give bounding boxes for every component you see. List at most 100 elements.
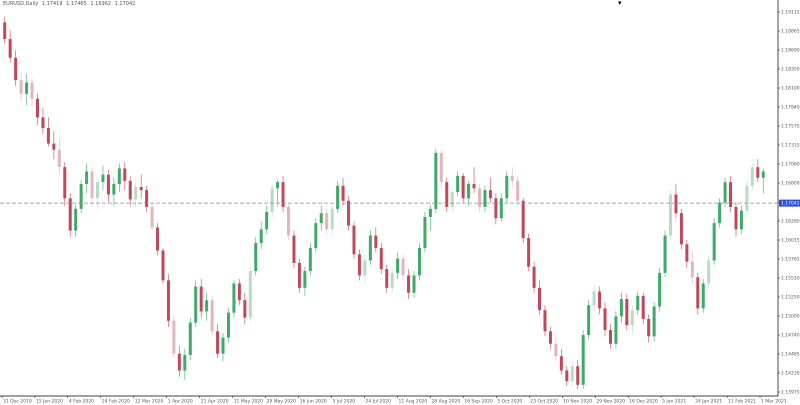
- candle: [598, 286, 602, 315]
- candle: [19, 72, 23, 102]
- candle-body: [663, 235, 667, 273]
- candle-body: [194, 286, 198, 323]
- candle-body: [532, 266, 536, 288]
- candle: [325, 208, 329, 234]
- candle-body: [696, 277, 700, 309]
- candle-body: [729, 182, 733, 207]
- candle-body: [707, 260, 711, 284]
- candle: [690, 252, 694, 284]
- y-tick-label: 1.15250: [781, 295, 800, 301]
- x-tick-label: 28 Aug 2020: [431, 399, 460, 405]
- candle: [330, 205, 334, 234]
- candle: [281, 175, 285, 212]
- candle: [183, 348, 187, 380]
- candle-body: [543, 310, 547, 332]
- candle-body: [319, 213, 323, 224]
- candle-body: [483, 190, 487, 207]
- candle: [390, 267, 394, 293]
- candle: [548, 326, 552, 349]
- candle: [505, 171, 509, 203]
- candle-body: [19, 80, 23, 94]
- candle-body: [445, 182, 449, 207]
- candle-body: [297, 262, 301, 288]
- candle-body: [188, 322, 192, 355]
- x-tick-label: 11 Feb 2021: [728, 399, 756, 405]
- candle: [303, 266, 307, 296]
- candle-body: [718, 202, 722, 224]
- x-tick-label: 16 Jun 2020: [300, 399, 327, 405]
- x-tick-label: 21 Apr 2020: [201, 399, 229, 405]
- candle: [543, 305, 547, 337]
- candle-body: [205, 300, 209, 312]
- candle: [336, 180, 340, 214]
- shift-marker-icon[interactable]: ▾: [618, 0, 622, 7]
- candle: [63, 162, 67, 206]
- candle: [128, 175, 132, 206]
- low-value: 1.16962: [90, 1, 112, 7]
- candle: [232, 280, 236, 318]
- candle: [679, 208, 683, 250]
- candle-body: [52, 143, 56, 150]
- candle: [729, 175, 733, 212]
- candle-body: [139, 187, 143, 191]
- y-tick-label: 1.14485: [781, 352, 800, 358]
- candle: [270, 183, 274, 217]
- candle-body: [608, 330, 612, 344]
- candle: [565, 366, 569, 387]
- candle: [581, 330, 585, 390]
- candle-body: [254, 243, 258, 272]
- candle: [619, 292, 623, 323]
- candle-body: [112, 183, 116, 195]
- candle-body: [325, 213, 329, 230]
- candle: [117, 163, 121, 193]
- candle-body: [68, 198, 72, 231]
- x-tick-label: 5 Jan 2021: [662, 399, 686, 405]
- y-tick-label: 1.18865: [781, 29, 800, 35]
- candle-body: [548, 331, 552, 344]
- candle-body: [379, 248, 383, 270]
- candle: [477, 183, 482, 212]
- candle-body: [565, 370, 569, 382]
- candle-body: [161, 250, 165, 281]
- y-tick-label: 1.18350: [781, 67, 800, 73]
- candle-body: [145, 190, 149, 207]
- candle-body: [630, 310, 634, 326]
- y-tick-label: 1.17315: [781, 143, 800, 149]
- y-tick-label: 1.18100: [781, 86, 800, 92]
- candle-body: [619, 299, 623, 317]
- candle: [357, 249, 361, 281]
- x-tick-label: 29 May 2020: [267, 399, 296, 405]
- candle: [417, 243, 421, 281]
- candle-body: [199, 286, 203, 312]
- candle: [554, 335, 558, 362]
- candle-body: [625, 299, 629, 326]
- candle: [161, 248, 165, 284]
- candle: [259, 221, 263, 250]
- candle-body: [237, 283, 241, 301]
- candle: [412, 271, 416, 298]
- candle-body: [74, 208, 78, 231]
- candle: [587, 300, 591, 340]
- candle-body: [259, 229, 263, 244]
- candle-body: [303, 271, 307, 288]
- candle: [712, 218, 716, 265]
- candle-body: [95, 182, 100, 199]
- candle-body: [177, 353, 181, 371]
- candle: [106, 169, 110, 203]
- candle: [603, 302, 607, 337]
- candle-body: [598, 291, 602, 309]
- candle: [494, 193, 498, 225]
- candle-body: [505, 175, 509, 199]
- candle: [630, 305, 634, 334]
- candle: [379, 243, 383, 275]
- candle: [668, 190, 673, 240]
- candle: [456, 171, 460, 197]
- candle: [696, 272, 700, 315]
- y-tick-label: 1.14740: [781, 333, 800, 339]
- candle-body: [336, 185, 340, 209]
- close-value: 1.17042: [114, 1, 136, 7]
- candle: [319, 205, 323, 231]
- candle: [576, 359, 580, 390]
